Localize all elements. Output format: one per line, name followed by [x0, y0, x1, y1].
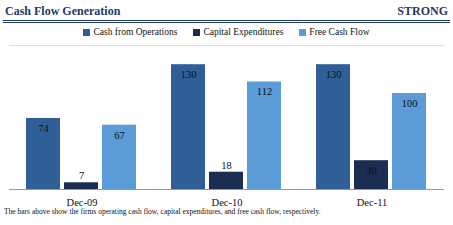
svg-text:30: 30 [366, 165, 377, 176]
svg-text:Dec-09: Dec-09 [67, 197, 98, 207]
svg-text:74: 74 [38, 123, 49, 134]
svg-text:67: 67 [114, 130, 125, 141]
html-text:Cash Flow Generation: Cash Flow Generation [5, 4, 121, 18]
svg-text:18: 18 [221, 160, 232, 171]
svg-text:130: 130 [326, 69, 342, 80]
html-text:STRONG: STRONG [397, 4, 448, 18]
html-text:Cash from Operations: Cash from Operations [93, 27, 178, 37]
svg-text:Dec-10: Dec-10 [212, 197, 243, 207]
html-text:Free Cash Flow: Free Cash Flow [309, 27, 370, 37]
html-text:Capital Expenditures: Capital Expenditures [203, 27, 284, 37]
svg-text:Dec-11: Dec-11 [357, 197, 388, 207]
svg-text:7: 7 [79, 170, 84, 181]
svg-text:112: 112 [257, 86, 272, 97]
svg-text:100: 100 [402, 98, 418, 109]
html-text:The bars above show the firms: The bars above show the firms operating … [4, 207, 321, 216]
svg-text:130: 130 [181, 69, 197, 80]
